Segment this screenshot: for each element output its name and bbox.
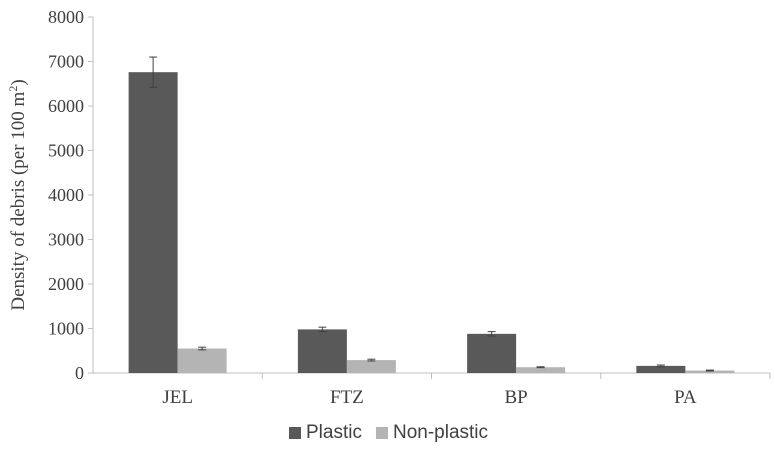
y-tick-label: 8000 [48,7,84,27]
y-tick-label: 6000 [48,96,84,116]
y-axis-title-main: Density of debris (per 100 m [8,91,29,310]
x-tick-label: PA [674,387,697,408]
y-tick-label: 2000 [48,274,84,294]
y-axis-title-suffix: ) [8,79,29,85]
y-tick-label: 0 [75,363,84,383]
bar-plastic-pa [636,365,686,373]
svg-text:Density of debris (per 100 m2): Density of debris (per 100 m2) [6,79,29,310]
bar-plastic-jel [128,72,178,374]
legend-swatch [375,427,388,439]
x-tick-label: BP [505,387,528,408]
legend-label: Plastic [306,422,362,443]
x-tick-label: JEL [162,387,193,408]
y-tick-label: 1000 [48,319,84,339]
y-tick-label: 5000 [48,141,84,161]
bar-plastic-ftz [297,329,347,373]
y-tick-label: 4000 [48,185,84,205]
legend-label: Non-plastic [393,422,488,443]
x-axis: JEL FTZ BP PA [162,373,771,408]
x-tick-label: FTZ [330,387,364,408]
y-tick-label: 7000 [48,52,84,72]
y-axis: 0 1000 2000 3000 4000 5000 6000 7000 8000 [48,7,93,383]
bars [128,56,735,374]
bar-non-plastic-bp [516,367,566,373]
legend: Plastic Non-plastic [289,422,488,443]
y-tick-label: 3000 [48,230,84,250]
y-axis-title-superscript: 2 [6,86,20,92]
y-axis-title: Density of debris (per 100 m2) [6,79,29,310]
bar-non-plastic-pa [685,370,735,373]
bar-non-plastic-ftz [346,360,396,373]
bar-non-plastic-jel [177,348,227,373]
bar-plastic-bp [467,333,517,373]
legend-swatch [289,427,301,439]
